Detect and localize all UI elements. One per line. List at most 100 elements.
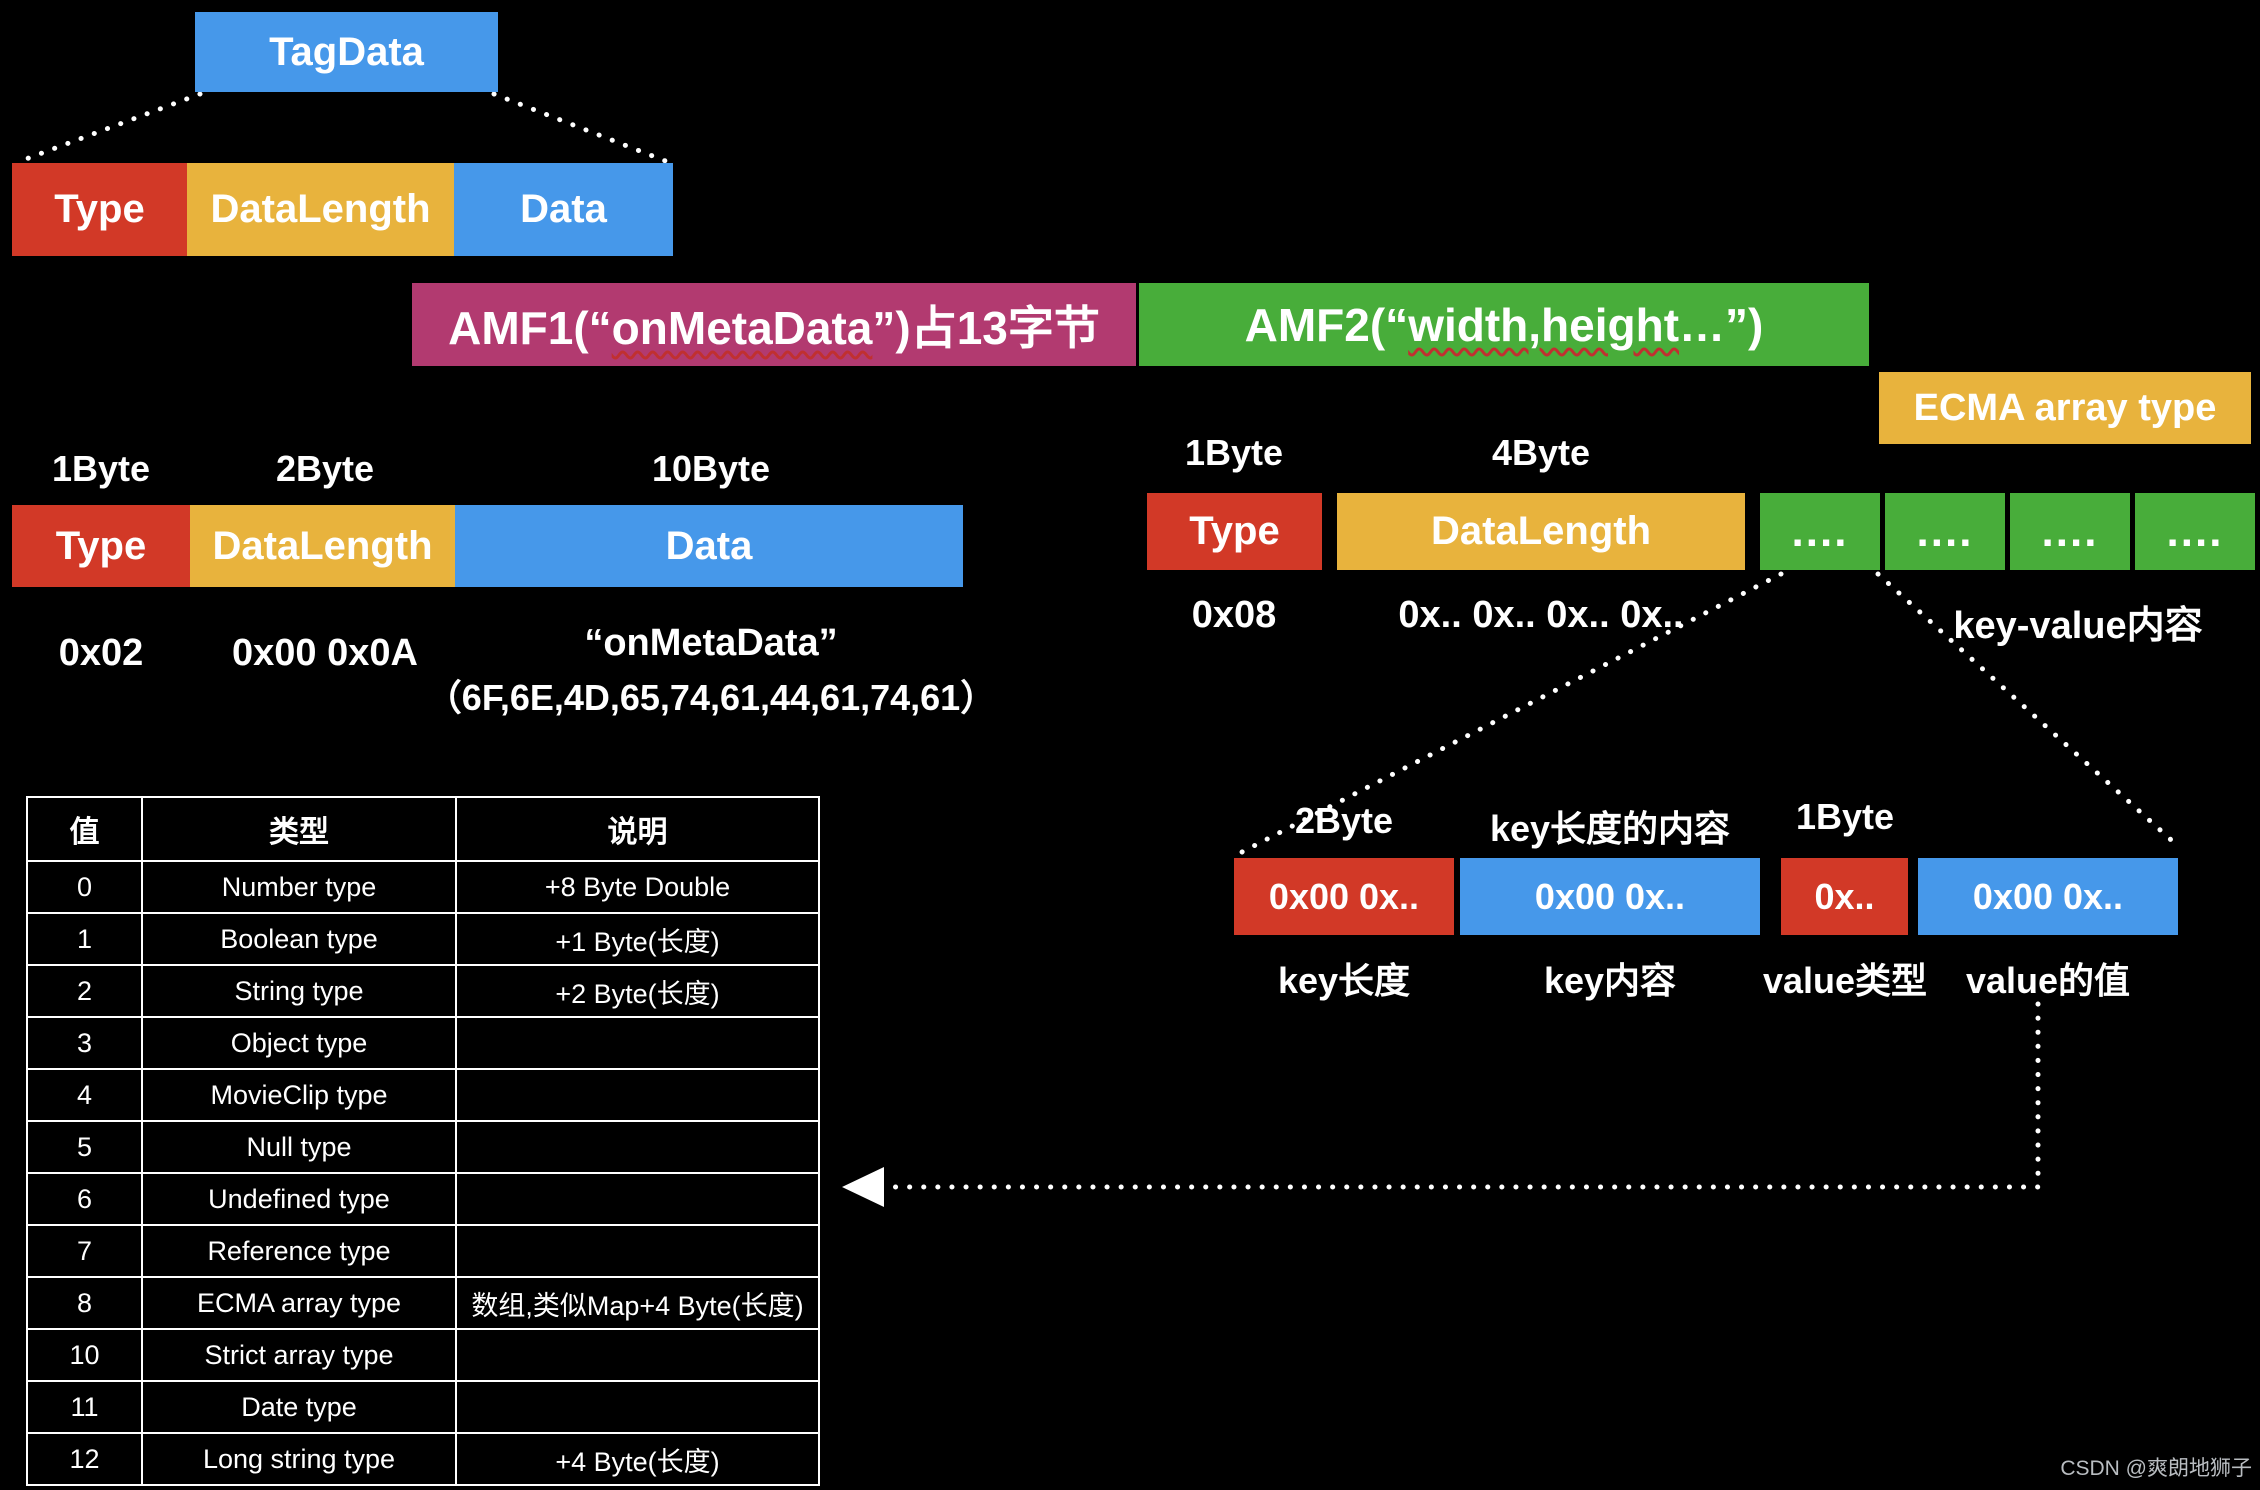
table-row: 2 String type +2 Byte(长度) [26, 964, 820, 1018]
amf2-type-size-label: 1Byte [1184, 432, 1284, 473]
kv-valuetype-box: 0x.. [1781, 858, 1908, 935]
table-row: 7 Reference type [26, 1224, 820, 1278]
cell-type: String type [141, 964, 457, 1018]
cell-value: 12 [26, 1432, 143, 1486]
amf1-suffix: ”)占13字节 [872, 301, 1100, 354]
cell-desc: +4 Byte(长度) [455, 1432, 820, 1486]
cell-desc [455, 1068, 820, 1122]
amf1-data-value: “onMetaData” （6F,6E,4D,65,74,61,44,61,74… [391, 622, 1031, 721]
cell-type: Boolean type [141, 912, 457, 966]
col-header-desc: 说明 [455, 796, 820, 862]
amf1-data-value-hex: （6F,6E,4D,65,74,61,44,61,74,61） [425, 677, 997, 718]
amf1-type-box: Type [12, 505, 190, 587]
cell-desc [455, 1120, 820, 1174]
amf2-type-value: 0x08 [1191, 594, 1277, 636]
table-row: 0 Number type +8 Byte Double [26, 860, 820, 914]
table-row: 11 Date type [26, 1380, 820, 1434]
amf1-type-size-label: 1Byte [51, 448, 151, 489]
amf2-datalength-size-label: 4Byte [1491, 432, 1591, 473]
table-row: 5 Null type [26, 1120, 820, 1174]
amf2-kv-cell: .... [2010, 493, 2130, 570]
cell-type: Date type [141, 1380, 457, 1434]
amf1-data-size-label: 10Byte [651, 448, 771, 489]
kv-keycontent-label: key内容 [1543, 960, 1677, 1001]
expansion-type-box: Type [12, 163, 187, 256]
amf2-type-box: Type [1147, 493, 1322, 570]
cell-value: 2 [26, 964, 143, 1018]
cell-value: 7 [26, 1224, 143, 1278]
amf2-prefix: AMF2(“ [1244, 298, 1409, 351]
value-to-table-arrow-line [875, 1001, 2041, 1190]
cell-desc: +8 Byte Double [455, 860, 820, 914]
cell-type: Object type [141, 1016, 457, 1070]
kv-keylen-box: 0x00 0x.. [1234, 858, 1454, 935]
kv-value-label: value的值 [1965, 960, 2131, 1001]
amf1-underlined-word: onMetaData [611, 301, 873, 354]
col-header-type: 类型 [141, 796, 457, 862]
table-row: 4 MovieClip type [26, 1068, 820, 1122]
kv-valuetype-label: value类型 [1762, 960, 1928, 1001]
kv-keylen-label: key长度 [1277, 960, 1411, 1001]
table-row: 8 ECMA array type 数组,类似Map+4 Byte(长度) [26, 1276, 820, 1330]
cell-type: Long string type [141, 1432, 457, 1486]
cell-type: Undefined type [141, 1172, 457, 1226]
amf1-header-text: AMF1(“onMetaData”)占13字节 [448, 292, 1100, 358]
tagdata-box: TagData [195, 12, 498, 92]
amf2-kv-cell: .... [1885, 493, 2005, 570]
cell-type: Strict array type [141, 1328, 457, 1382]
kv-keycontent-size-label: key长度的内容 [1489, 808, 1731, 849]
table-row: 3 Object type [26, 1016, 820, 1070]
cell-value: 11 [26, 1380, 143, 1434]
amf1-header: AMF1(“onMetaData”)占13字节 [412, 283, 1136, 366]
cell-type: MovieClip type [141, 1068, 457, 1122]
cell-value: 8 [26, 1276, 143, 1330]
kv-valuetype-size-label: 1Byte [1795, 796, 1895, 837]
cell-desc [455, 1380, 820, 1434]
cell-value: 1 [26, 912, 143, 966]
table-row: 1 Boolean type +1 Byte(长度) [26, 912, 820, 966]
amf-type-table: 值 类型 说明 0 Number type +8 Byte Double 1 B… [26, 796, 820, 1486]
cell-desc [455, 1328, 820, 1382]
amf1-prefix: AMF1(“ [448, 301, 612, 354]
amf1-datalength-size-label: 2Byte [275, 448, 375, 489]
amf2-kv-cell: .... [2135, 493, 2255, 570]
cell-value: 5 [26, 1120, 143, 1174]
table-header-row: 值 类型 说明 [26, 796, 820, 862]
amf2-header: AMF2(“width,height…”) [1139, 283, 1869, 366]
amf2-datalength-value: 0x.. 0x.. 0x.. 0x.. [1398, 594, 1684, 636]
amf1-data-box: Data [455, 505, 963, 587]
amf1-datalength-value: 0x00 0x0A [232, 632, 418, 674]
cell-value: 3 [26, 1016, 143, 1070]
cell-value: 6 [26, 1172, 143, 1226]
cell-type: Null type [141, 1120, 457, 1174]
amf2-header-text: AMF2(“width,height…”) [1245, 298, 1764, 352]
cell-desc: +2 Byte(长度) [455, 964, 820, 1018]
amf2-underlined-word: width,height [1408, 298, 1680, 351]
table-row: 10 Strict array type [26, 1328, 820, 1382]
amf1-type-value: 0x02 [58, 632, 144, 674]
watermark: CSDN @爽朗地狮子 [2060, 1457, 2252, 1480]
cell-value: 4 [26, 1068, 143, 1122]
ecma-array-type-tag: ECMA array type [1879, 372, 2251, 444]
table-row: 12 Long string type +4 Byte(长度) [26, 1432, 820, 1486]
cell-type: Number type [141, 860, 457, 914]
cell-type: ECMA array type [141, 1276, 457, 1330]
amf1-datalength-box: DataLength [190, 505, 455, 587]
col-header-value: 值 [26, 796, 143, 862]
amf2-datalength-box: DataLength [1337, 493, 1745, 570]
cell-desc: 数组,类似Map+4 Byte(长度) [455, 1276, 820, 1330]
cell-desc [455, 1224, 820, 1278]
tagdata-expansion-line-right [491, 91, 671, 165]
table-row: 6 Undefined type [26, 1172, 820, 1226]
amf2-kv-cell: .... [1760, 493, 1880, 570]
amf1-data-value-quote: “onMetaData” [584, 622, 838, 664]
expansion-data-box: Data [454, 163, 673, 256]
cell-value: 0 [26, 860, 143, 914]
cell-type: Reference type [141, 1224, 457, 1278]
kv-keylen-size-label: 2Byte [1294, 800, 1394, 841]
keyvalue-caption: key-value内容 [1953, 605, 2203, 647]
cell-value: 10 [26, 1328, 143, 1382]
arrowhead-left-icon [842, 1167, 884, 1207]
amf2-suffix: …”) [1679, 298, 1764, 351]
